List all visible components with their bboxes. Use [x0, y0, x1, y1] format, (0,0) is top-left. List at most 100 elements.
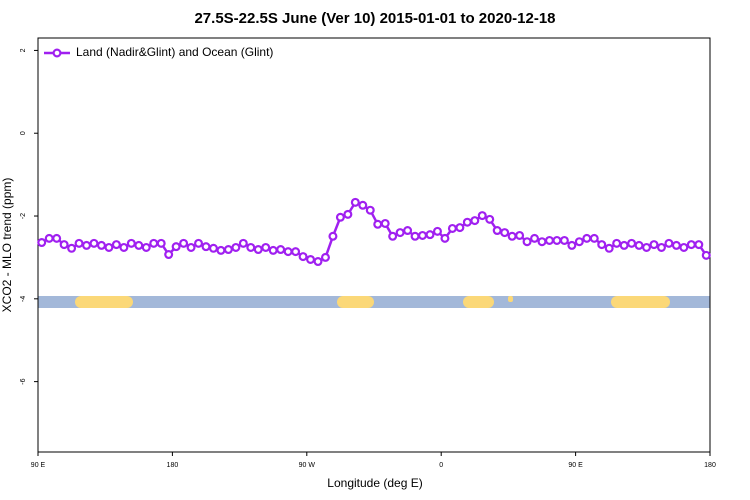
point	[111, 240, 121, 250]
point	[470, 216, 480, 226]
point	[559, 235, 569, 245]
point	[619, 240, 629, 250]
x-tick-label: 0	[439, 462, 443, 469]
point	[500, 228, 510, 238]
y-tick-label: -2	[20, 213, 27, 219]
point	[194, 238, 204, 248]
point	[313, 257, 323, 267]
y-tick-label: 0	[20, 131, 27, 135]
point	[671, 240, 681, 250]
point	[320, 252, 330, 262]
point	[253, 245, 263, 255]
point	[126, 238, 136, 248]
point	[350, 197, 360, 207]
point	[589, 233, 599, 243]
point	[59, 240, 69, 250]
point	[52, 233, 62, 243]
point	[82, 240, 92, 250]
point	[515, 230, 525, 240]
point	[283, 247, 293, 257]
point	[96, 240, 106, 250]
point	[104, 242, 114, 252]
point	[485, 214, 495, 224]
x-tick-label: 90 E	[31, 462, 46, 469]
point	[298, 252, 308, 262]
point	[530, 233, 540, 243]
point	[701, 250, 711, 260]
point	[447, 223, 457, 233]
point	[642, 242, 652, 252]
point	[462, 217, 472, 227]
point	[328, 231, 338, 241]
y-axis-label: XCO2 - MLO trend (ppm)	[0, 178, 14, 313]
point	[403, 226, 413, 236]
point	[223, 245, 233, 255]
point	[268, 245, 278, 255]
point	[276, 245, 286, 255]
point	[208, 243, 218, 253]
point	[507, 231, 517, 241]
point	[164, 250, 174, 260]
point	[74, 238, 84, 248]
point	[134, 240, 144, 250]
point	[291, 247, 301, 257]
point	[582, 233, 592, 243]
point	[37, 238, 47, 248]
point	[186, 242, 196, 252]
point	[604, 243, 614, 253]
y-tick-label: -6	[20, 378, 27, 384]
x-tick-label: 180	[704, 462, 716, 469]
point	[201, 242, 211, 252]
x-tick-label: 90 W	[299, 462, 316, 469]
point	[432, 226, 442, 236]
point	[455, 223, 465, 233]
point	[440, 233, 450, 243]
point	[171, 242, 181, 252]
point	[664, 238, 674, 248]
point	[141, 242, 151, 252]
point	[567, 240, 577, 250]
point	[395, 228, 405, 238]
point	[343, 209, 353, 219]
point	[149, 238, 159, 248]
x-tick-label: 90 E	[568, 462, 583, 469]
point	[597, 240, 607, 250]
point	[231, 242, 241, 252]
point	[686, 240, 696, 250]
x-axis-label: Longitude (deg E)	[327, 476, 422, 490]
point	[477, 211, 487, 221]
point	[656, 242, 666, 252]
point	[179, 238, 189, 248]
point	[216, 245, 226, 255]
chart-title: 27.5S-22.5S June (Ver 10) 2015-01-01 to …	[194, 10, 555, 27]
point	[634, 240, 644, 250]
point	[67, 243, 77, 253]
point	[425, 230, 435, 240]
point	[246, 242, 256, 252]
point	[306, 254, 316, 264]
point	[44, 233, 54, 243]
point	[492, 226, 502, 236]
point	[574, 237, 584, 247]
point	[612, 238, 622, 248]
point	[649, 240, 659, 250]
point	[358, 200, 368, 210]
point	[373, 219, 383, 229]
point	[335, 212, 345, 222]
point	[694, 240, 704, 250]
point	[537, 237, 547, 247]
point	[679, 242, 689, 252]
point	[380, 218, 390, 228]
point	[238, 238, 248, 248]
y-tick-label: -4	[20, 296, 27, 302]
point	[544, 235, 554, 245]
point	[418, 230, 428, 240]
point	[552, 235, 562, 245]
legend-marker	[52, 48, 62, 58]
point	[388, 231, 398, 241]
point	[156, 238, 166, 248]
point	[627, 238, 637, 248]
x-tick-label: 180	[167, 462, 179, 469]
point	[261, 242, 271, 252]
